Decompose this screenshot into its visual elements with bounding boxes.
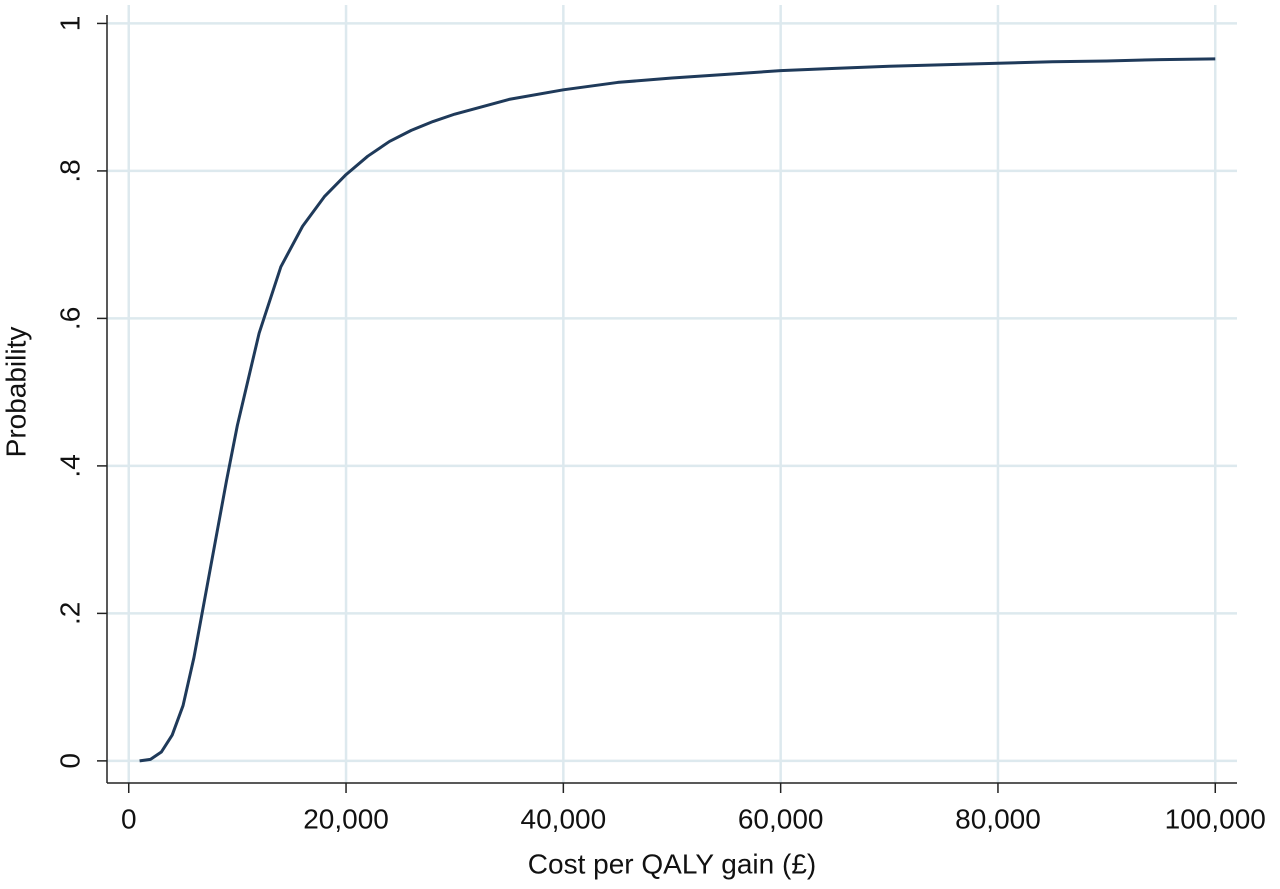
y-tick-label: 1 xyxy=(54,16,85,32)
x-tick-label: 80,000 xyxy=(955,803,1041,834)
x-tick-label: 60,000 xyxy=(738,803,824,834)
x-tick-label: 40,000 xyxy=(521,803,607,834)
y-tick-label: .8 xyxy=(54,159,85,182)
x-tick-label: 20,000 xyxy=(303,803,389,834)
y-tick-label: .4 xyxy=(54,454,85,477)
x-tick-label: 100,000 xyxy=(1165,803,1266,834)
y-tick-label: 0 xyxy=(54,753,85,769)
y-axis-label: Probability xyxy=(0,327,31,458)
y-tick-label: .6 xyxy=(54,307,85,330)
y-tick-label: .2 xyxy=(54,602,85,625)
curve xyxy=(139,57,1216,763)
x-tick-label: 0 xyxy=(121,803,137,834)
x-axis-label: Cost per QALY gain (£) xyxy=(528,848,816,879)
